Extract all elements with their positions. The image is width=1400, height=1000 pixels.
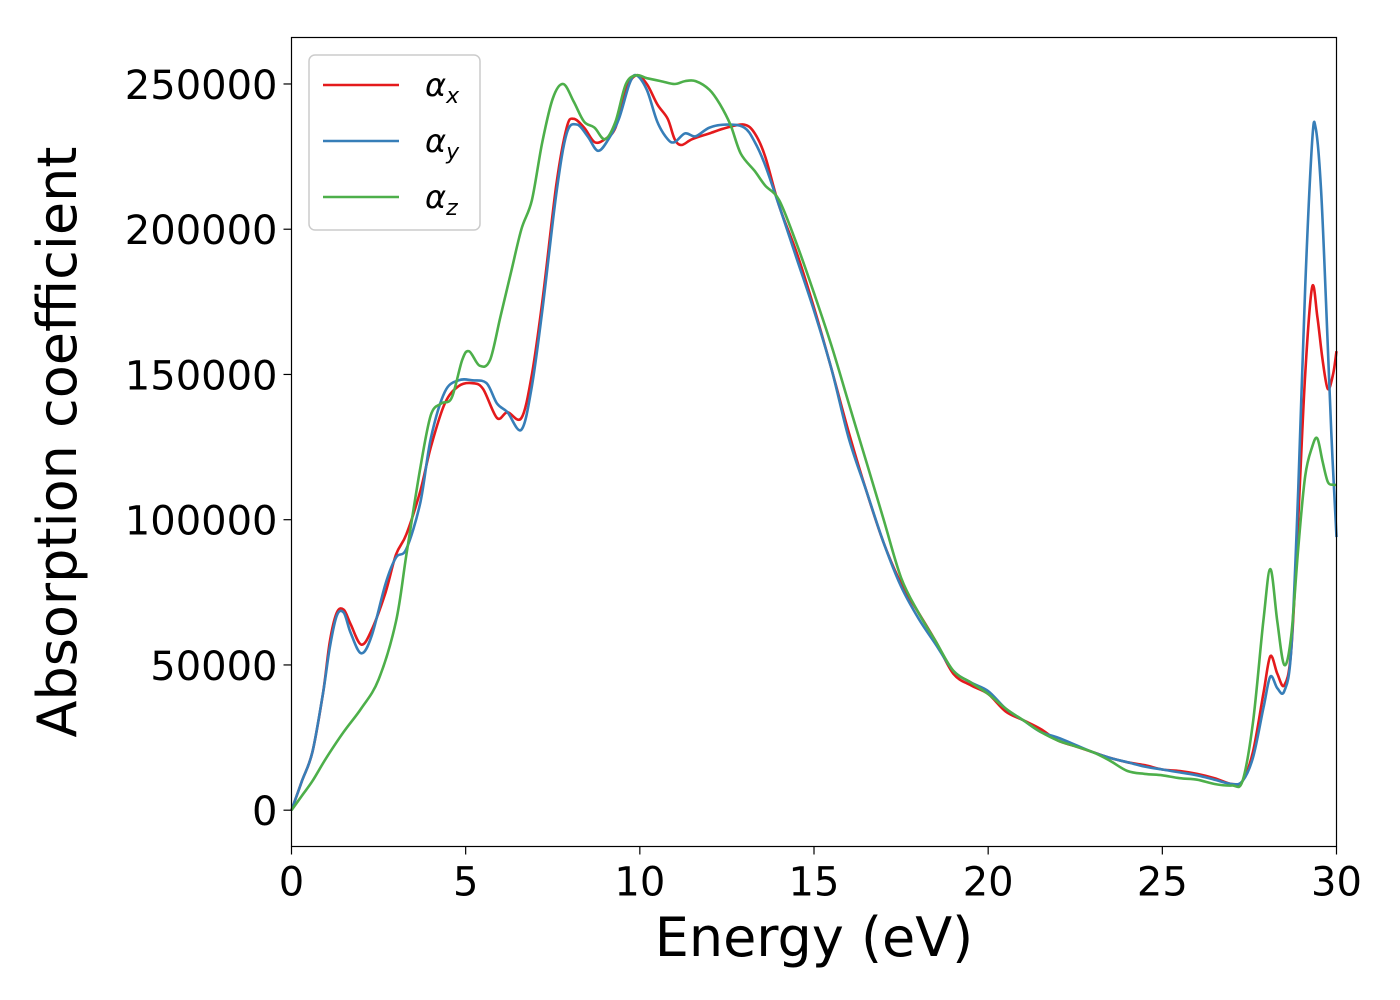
legend-label-z: αz	[425, 178, 458, 221]
y-tick-label: 50000	[150, 644, 277, 690]
legend: αx αy αz	[308, 54, 481, 231]
legend-label-y: αy	[425, 122, 460, 165]
y-tick-label: 250000	[125, 63, 278, 109]
y-tick-label: 150000	[125, 353, 278, 399]
series-lines	[290, 73, 1338, 811]
series-line-z	[290, 73, 1337, 811]
x-axis-ticks: 0 5 10 15 20 25 30	[279, 846, 1362, 906]
y-axis-ticks: 0 50000 100000 150000 200000 250000	[125, 63, 292, 835]
x-tick-label: 20	[963, 860, 1014, 906]
x-tick-label: 25	[1137, 860, 1188, 906]
legend-box	[308, 54, 481, 231]
x-tick-label: 15	[789, 860, 840, 906]
y-tick-label: 0	[252, 789, 277, 835]
y-axis-title: Absorption coefficient	[26, 147, 89, 738]
legend-label-x: αx	[425, 66, 460, 109]
y-tick-label: 200000	[125, 208, 278, 254]
x-tick-label: 5	[453, 860, 478, 906]
x-tick-label: 0	[279, 860, 304, 906]
x-tick-label: 30	[1311, 860, 1362, 906]
x-tick-label: 10	[614, 860, 665, 906]
y-tick-label: 100000	[125, 499, 278, 545]
x-axis-title: Energy (eV)	[655, 906, 974, 969]
